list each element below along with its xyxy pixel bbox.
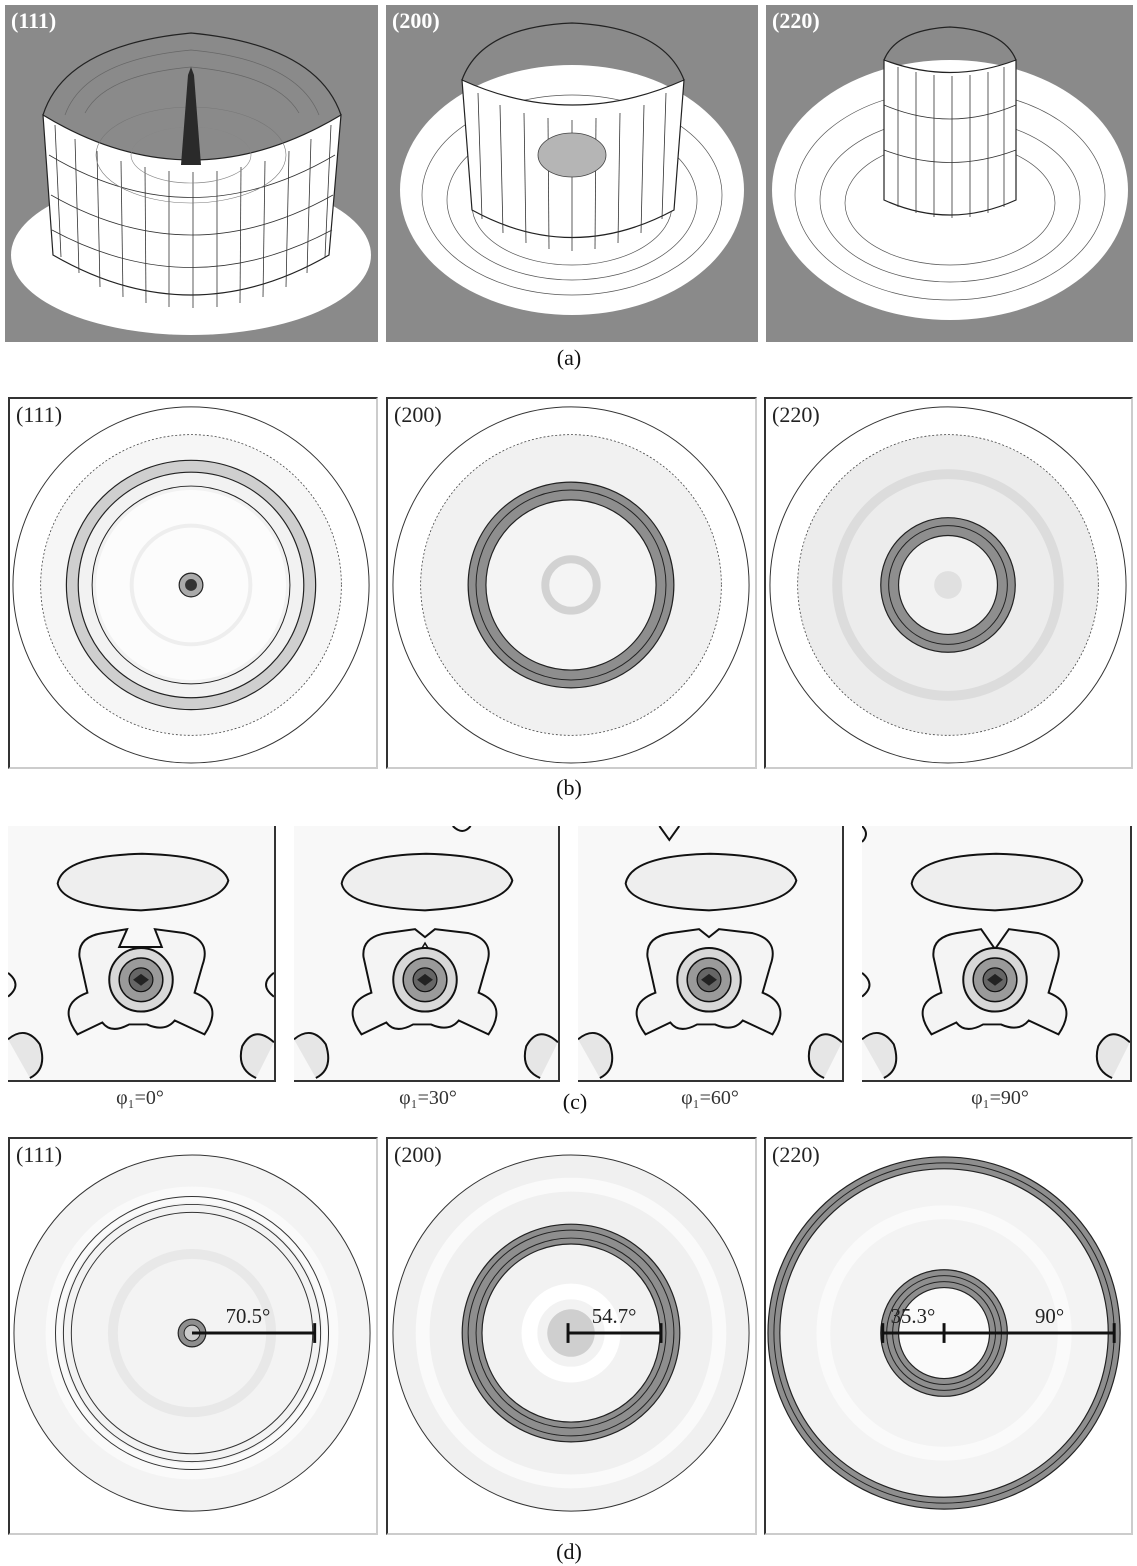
calc-pole-figure-200-graphic: 54.7° (392, 1154, 750, 1512)
calc-pole-figure-220: 35.3° 90° (220) (764, 1137, 1133, 1535)
odf-section-phi1-60 (578, 826, 844, 1082)
panel-tag: (220) (772, 402, 820, 427)
pole-figure-200-graphic (392, 406, 750, 764)
panel-tag: (200) (394, 402, 442, 427)
surface-plot-111-graphic (11, 32, 371, 335)
odf-section-phi1-30-graphic (294, 826, 558, 1079)
panel-tag: (200) (392, 8, 440, 33)
angle-label-90: 90° (1035, 1305, 1064, 1328)
odf-section-phi1-0 (8, 826, 276, 1082)
panel-tag: (220) (772, 1142, 820, 1167)
panel-tag: (200) (394, 1142, 442, 1167)
phi1-label-30: φ₁=30° (399, 1087, 457, 1109)
pole-figure-111-graphic (12, 406, 370, 764)
odf-section-phi1-0-graphic (8, 852, 274, 1079)
surface-plot-200: (200) (386, 5, 758, 342)
calc-pole-figure-111-graphic: 70.5° (13, 1154, 371, 1512)
odf-section-phi1-90-graphic (862, 826, 1130, 1079)
pole-figure-220: (220) (764, 397, 1133, 769)
pole-figure-200: (200) (386, 397, 757, 769)
phi1-label-90: φ₁=90° (971, 1087, 1029, 1109)
row-b-caption: (b) (556, 775, 582, 800)
phi1-label-0: φ₁=0° (116, 1087, 164, 1109)
panel-tag: (220) (772, 8, 820, 33)
panel-tag: (111) (16, 402, 63, 427)
surface-plot-111: (111) (5, 5, 378, 342)
panel-tag: (111) (11, 8, 57, 33)
row-a-caption: (a) (556, 345, 582, 370)
odf-section-phi1-60-graphic (578, 826, 842, 1079)
angle-label-35-3: 35.3° (891, 1305, 936, 1328)
odf-section-phi1-30 (294, 826, 560, 1082)
calc-pole-figure-220-graphic: 35.3° 90° (767, 1156, 1121, 1510)
angle-label-54-7: 54.7° (592, 1305, 637, 1328)
row-c-caption: (c) (562, 1089, 588, 1114)
surface-plot-220-graphic (772, 26, 1128, 320)
calc-pole-figure-200: 54.7° (200) (386, 1137, 757, 1535)
calc-pole-figure-111: 70.5° (111) (8, 1137, 378, 1535)
pole-figure-111: (111) (8, 397, 378, 769)
surface-plot-200-graphic (400, 22, 744, 315)
row-d-caption: (d) (556, 1539, 582, 1564)
panel-tag: (111) (16, 1142, 63, 1167)
phi1-label-60: φ₁=60° (681, 1087, 739, 1109)
pole-figure-220-graphic (769, 406, 1127, 764)
surface-plot-220: (220) (766, 5, 1133, 342)
odf-section-phi1-90 (862, 826, 1132, 1082)
angle-label-70-5: 70.5° (226, 1305, 271, 1328)
